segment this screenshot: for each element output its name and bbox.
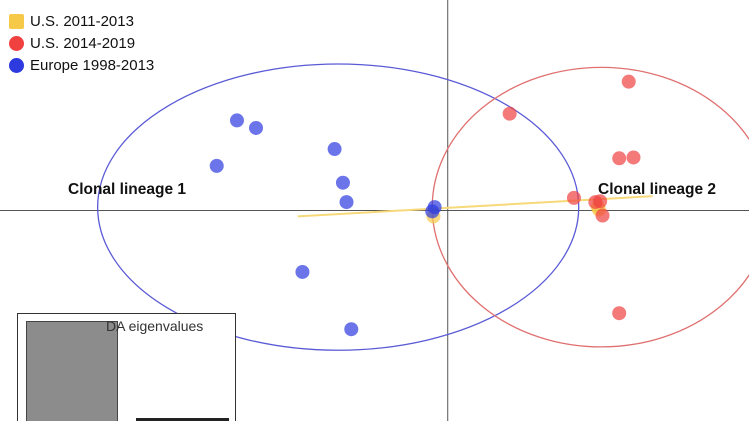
point-europe-1998-2013 [327, 142, 342, 157]
inset-title: DA eigenvalues [106, 318, 204, 334]
point-europe-1998-2013 [335, 175, 350, 190]
legend-item-europe-1998-2013: Europe 1998-2013 [9, 54, 154, 76]
point-europe-1998-2013 [229, 113, 244, 128]
legend-swatch-us-2011-2013 [9, 13, 24, 29]
point-u-s-2014-2019 [612, 151, 627, 166]
legend-label: U.S. 2011-2013 [30, 12, 134, 30]
point-u-s-2014-2019 [588, 195, 603, 210]
legend: U.S. 2011-2013 U.S. 2014-2019 Europe 199… [9, 10, 154, 76]
lineage-1-ellipse [96, 63, 580, 351]
point-europe-1998-2013 [249, 120, 264, 135]
legend-swatch-europe-1998-2013 [9, 57, 24, 73]
point-u-s-2014-2019 [626, 150, 641, 165]
legend-swatch-us-2014-2019 [9, 35, 24, 51]
legend-item-us-2014-2019: U.S. 2014-2019 [9, 32, 154, 54]
point-europe-1998-2013 [344, 322, 359, 337]
point-europe-1998-2013 [425, 204, 440, 219]
eigenvalue-bar-2 [136, 418, 229, 421]
point-europe-1998-2013 [295, 264, 310, 279]
point-europe-1998-2013 [209, 158, 224, 173]
point-europe-1998-2013 [339, 195, 354, 210]
eigenvalue-bar-1 [26, 321, 118, 421]
point-u-s-2014-2019 [502, 106, 517, 121]
clonal-lineage-1-label: Clonal lineage 1 [68, 181, 187, 198]
eigenvalues-inset: DA eigenvalues [17, 313, 236, 421]
legend-label: Europe 1998-2013 [30, 56, 155, 74]
legend-label: U.S. 2014-2019 [30, 34, 136, 52]
point-u-s-2014-2019 [612, 306, 627, 321]
point-u-s-2014-2019 [566, 190, 581, 205]
clonal-lineage-2-label: Clonal lineage 2 [598, 181, 717, 198]
point-u-s-2014-2019 [621, 74, 636, 89]
legend-item-us-2011-2013: U.S. 2011-2013 [9, 10, 154, 32]
point-u-s-2014-2019 [595, 208, 610, 223]
